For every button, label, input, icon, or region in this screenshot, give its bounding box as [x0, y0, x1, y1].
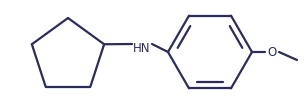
Text: O: O	[267, 45, 277, 59]
Text: HN: HN	[133, 41, 151, 55]
